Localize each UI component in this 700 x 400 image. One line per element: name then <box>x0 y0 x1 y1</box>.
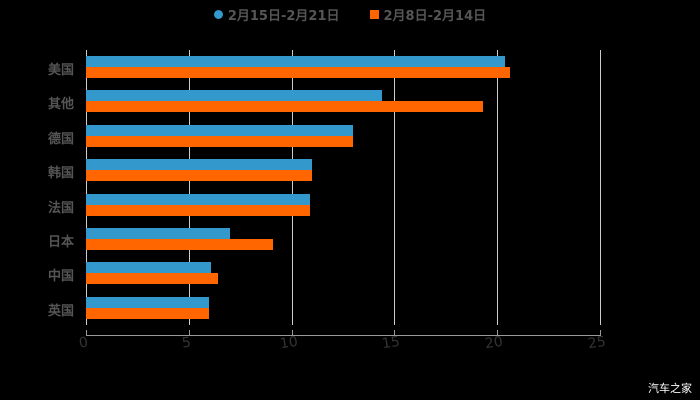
bar-series-1[interactable] <box>86 56 506 67</box>
x-tick-label: 15 <box>381 333 402 353</box>
x-tick-label: 20 <box>484 333 505 353</box>
bar-series-1[interactable] <box>86 124 354 136</box>
category-label: 韩国 <box>48 166 75 182</box>
category-label: 法国 <box>48 200 75 216</box>
legend-item-series-1[interactable]: 2月15日-2月21日 <box>213 4 340 24</box>
x-tick-label: 5 <box>180 334 192 352</box>
category-label: 中国 <box>48 269 75 285</box>
x-tick-label: 0 <box>77 334 89 352</box>
bar-series-2[interactable] <box>86 307 210 319</box>
legend-square-icon <box>369 9 379 19</box>
bar-series-1[interactable] <box>86 159 313 171</box>
category-label: 日本 <box>48 235 75 250</box>
legend-item-series-2[interactable]: 2月8日-2月14日 <box>369 4 487 24</box>
category-label: 美国 <box>48 63 75 78</box>
x-tick <box>86 330 87 336</box>
gridline <box>497 50 499 325</box>
x-tick <box>497 330 499 336</box>
x-tick <box>394 330 396 336</box>
gridline <box>394 50 396 325</box>
bar-series-2[interactable] <box>86 204 311 216</box>
bar-series-1[interactable] <box>86 296 210 308</box>
gridline <box>600 50 601 325</box>
x-tick-label: 10 <box>278 333 299 353</box>
x-tick <box>600 330 601 336</box>
bar-series-2[interactable] <box>86 170 313 182</box>
chart-legend: 2月15日-2月21日 2月8日-2月14日 <box>0 4 700 24</box>
bar-series-2[interactable] <box>86 67 510 78</box>
category-label: 英国 <box>48 303 75 319</box>
legend-circle-icon <box>213 9 223 19</box>
legend-label: 2月15日-2月21日 <box>227 8 340 24</box>
bar-series-2[interactable] <box>86 135 354 147</box>
gridline <box>291 50 293 325</box>
bar-series-2[interactable] <box>86 239 274 250</box>
gridline <box>188 50 190 325</box>
bar-series-1[interactable] <box>86 228 230 239</box>
legend-label: 2月8日-2月14日 <box>383 8 487 24</box>
gridline <box>86 50 87 325</box>
plot-area <box>86 50 601 325</box>
x-tick-label: 25 <box>586 333 607 353</box>
watermark: 汽车之家 <box>648 382 692 395</box>
bar-series-2[interactable] <box>86 273 218 285</box>
category-label: 德国 <box>48 131 75 147</box>
bar-series-1[interactable] <box>86 90 383 102</box>
x-tick <box>291 330 293 336</box>
x-tick <box>188 330 190 336</box>
bar-series-2[interactable] <box>86 101 483 113</box>
bar-series-1[interactable] <box>86 193 311 205</box>
x-axis <box>86 335 600 336</box>
category-label: 其他 <box>48 97 75 113</box>
bar-series-1[interactable] <box>86 262 212 274</box>
